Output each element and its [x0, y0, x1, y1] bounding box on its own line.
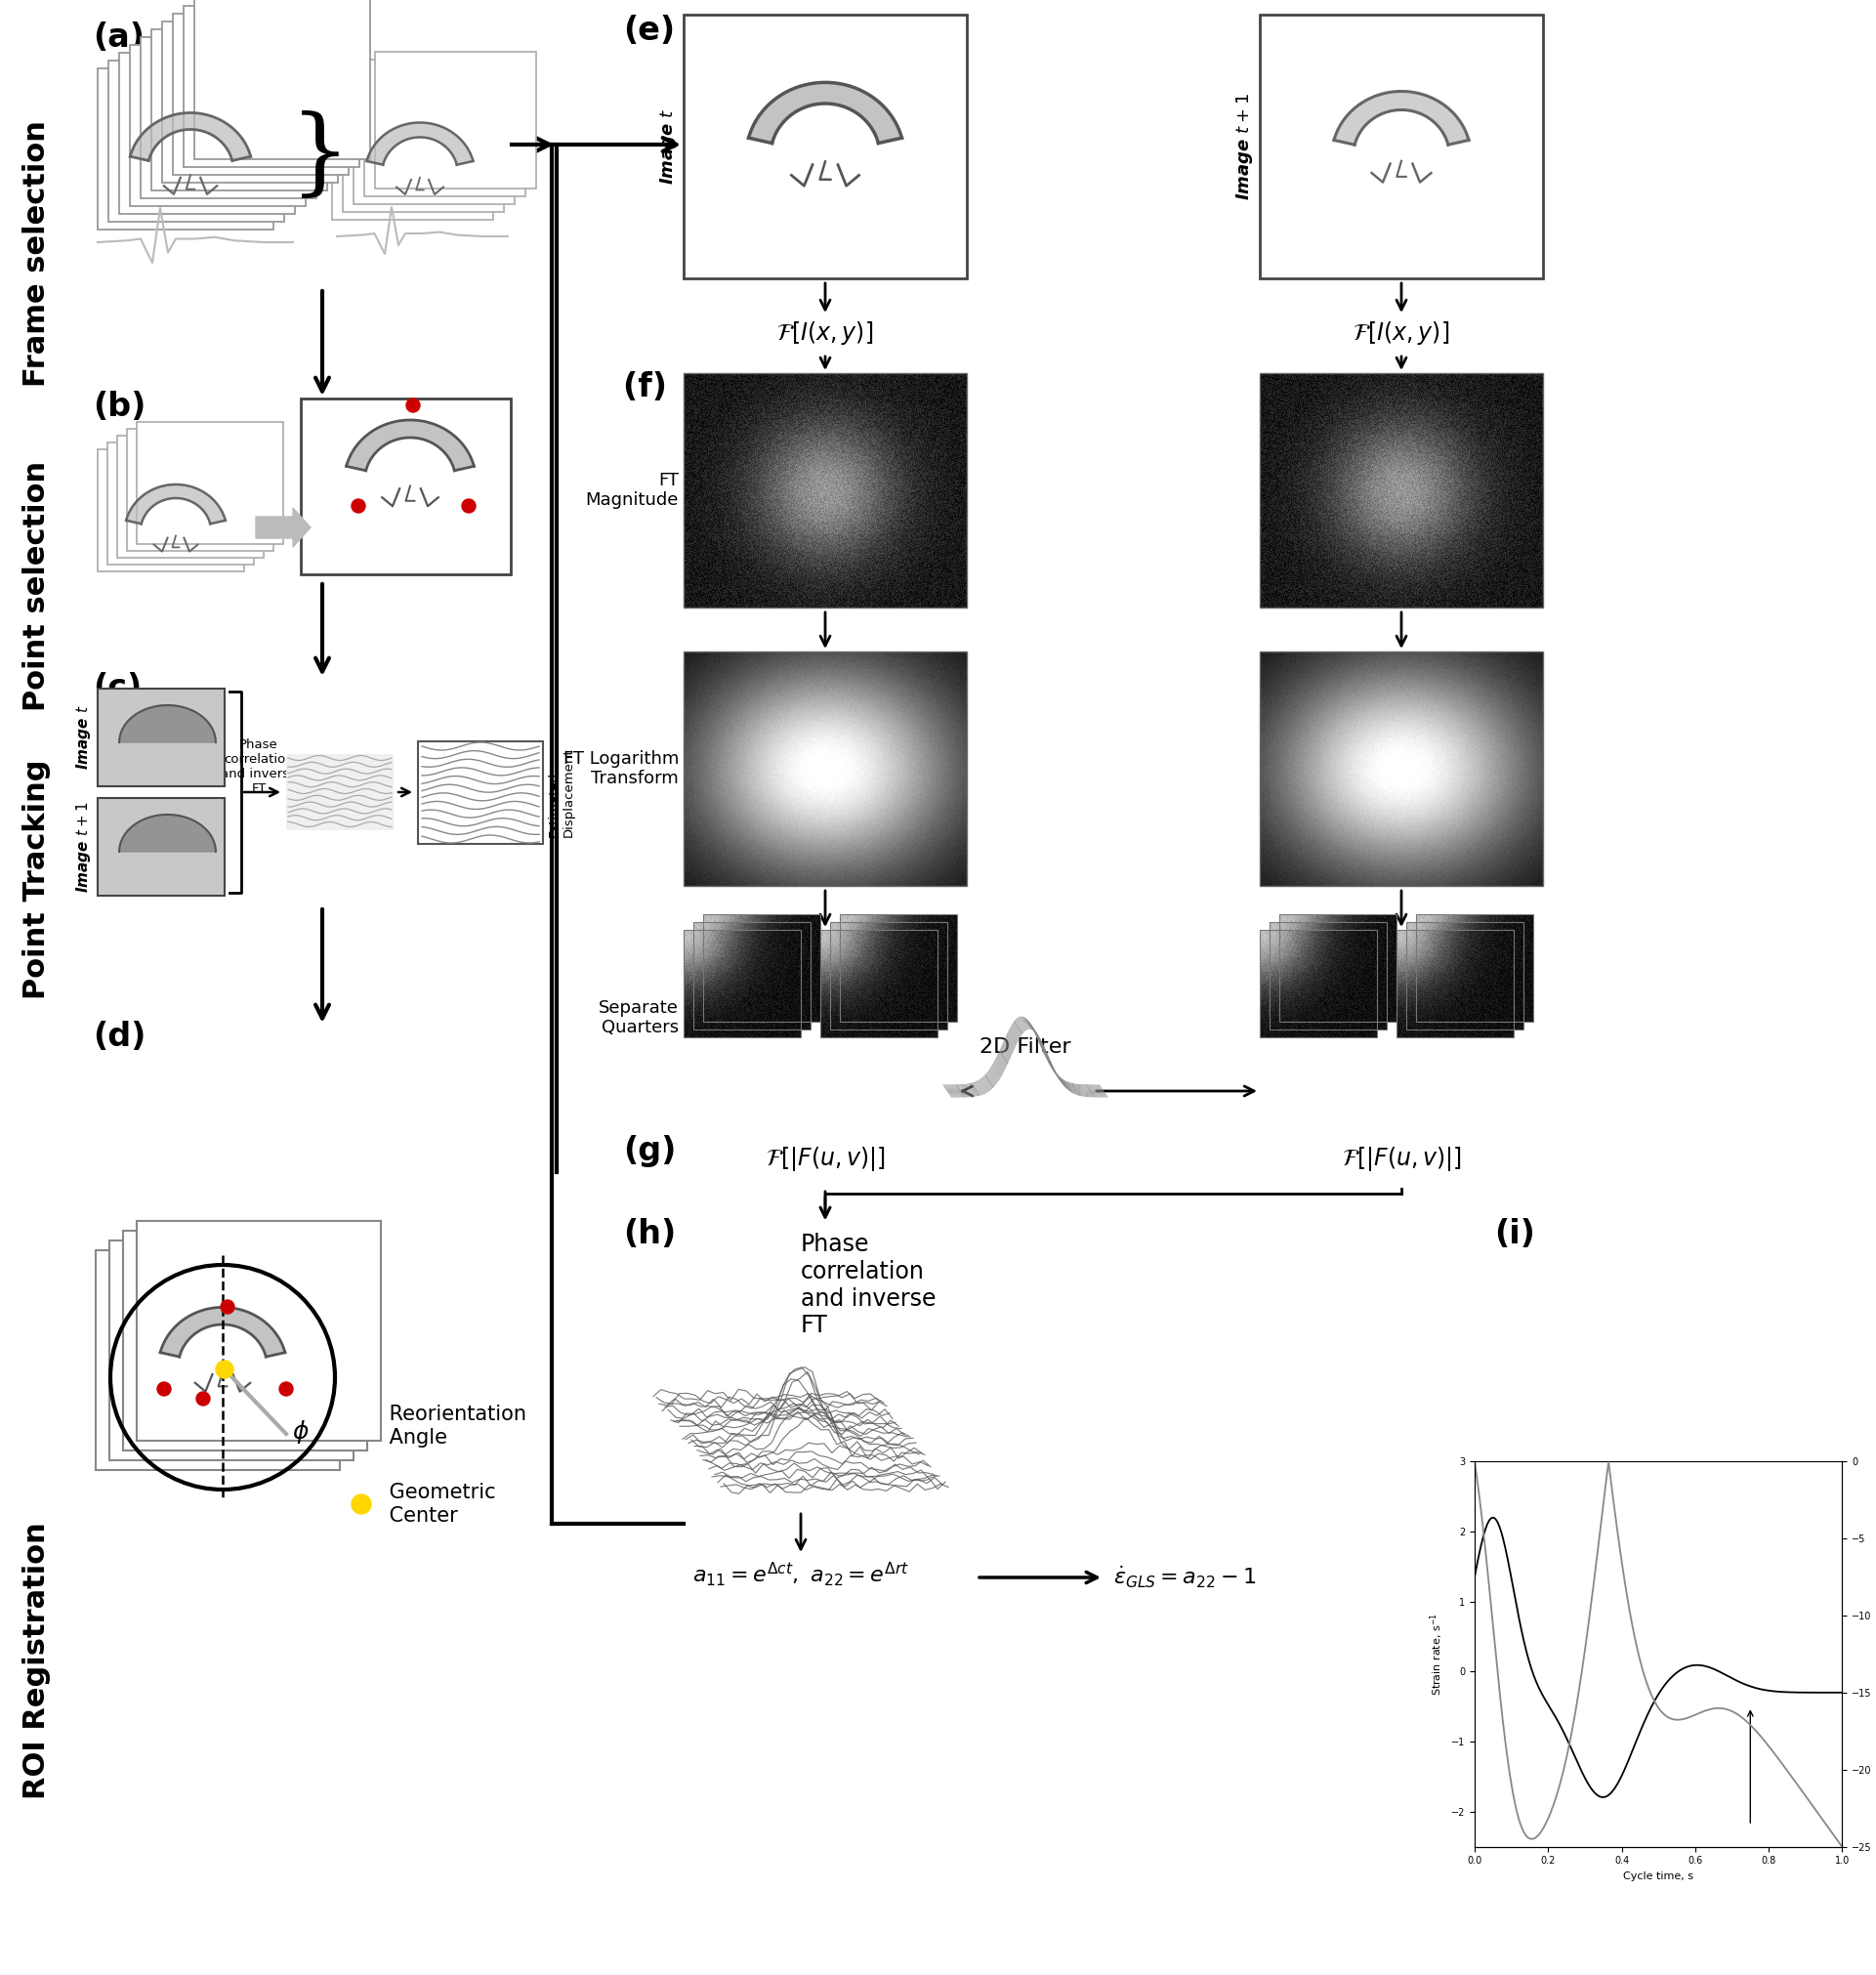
Text: Separate
Quarters: Separate Quarters [598, 999, 679, 1037]
FancyBboxPatch shape [683, 14, 966, 278]
Text: (c): (c) [92, 672, 143, 705]
FancyBboxPatch shape [107, 442, 253, 565]
FancyBboxPatch shape [364, 59, 525, 196]
Text: FT
Magnitude: FT Magnitude [585, 472, 679, 510]
Text: Image $t$: Image $t$ [658, 109, 679, 186]
FancyBboxPatch shape [128, 429, 274, 551]
Text: (d): (d) [92, 1021, 146, 1053]
FancyBboxPatch shape [120, 53, 295, 213]
Polygon shape [159, 1307, 285, 1357]
Text: (i): (i) [1493, 1219, 1535, 1250]
Text: }: } [291, 111, 351, 201]
Text: (g): (g) [623, 1136, 675, 1167]
FancyBboxPatch shape [287, 754, 394, 830]
Text: Point selection: Point selection [23, 460, 51, 711]
Circle shape [351, 500, 366, 514]
FancyBboxPatch shape [418, 741, 542, 843]
FancyBboxPatch shape [195, 0, 370, 160]
FancyBboxPatch shape [137, 1221, 381, 1440]
Text: $\mathcal{F}[I(x,y)]$: $\mathcal{F}[I(x,y)]$ [777, 320, 874, 348]
FancyBboxPatch shape [300, 399, 510, 575]
FancyBboxPatch shape [161, 22, 338, 182]
Text: $\phi$: $\phi$ [293, 1418, 310, 1446]
Text: Estimated
Displacement: Estimated Displacement [548, 747, 576, 837]
Text: $\mathcal{F}[|F(u,v)|]$: $\mathcal{F}[|F(u,v)|]$ [765, 1146, 885, 1173]
Text: Reorientation
 Angle: Reorientation Angle [383, 1404, 527, 1448]
Polygon shape [120, 814, 216, 851]
Text: (h): (h) [623, 1219, 675, 1250]
FancyArrow shape [255, 508, 311, 547]
Y-axis label: Strain rate, s$^{-1}$: Strain rate, s$^{-1}$ [1428, 1614, 1446, 1695]
FancyBboxPatch shape [116, 436, 265, 557]
FancyBboxPatch shape [109, 61, 283, 221]
FancyBboxPatch shape [109, 1240, 353, 1460]
FancyBboxPatch shape [96, 1250, 340, 1469]
FancyBboxPatch shape [129, 45, 306, 205]
Polygon shape [366, 122, 473, 164]
Circle shape [351, 1495, 371, 1515]
Text: (b): (b) [92, 391, 146, 423]
FancyBboxPatch shape [173, 14, 349, 176]
Text: $\dot{\varepsilon}_{GLS} = a_{22} - 1$: $\dot{\varepsilon}_{GLS} = a_{22} - 1$ [1112, 1564, 1257, 1590]
FancyBboxPatch shape [1261, 14, 1542, 278]
FancyBboxPatch shape [141, 38, 317, 198]
Circle shape [280, 1382, 293, 1396]
FancyBboxPatch shape [137, 423, 283, 543]
Text: $\mathcal{F}[|F(u,v)|]$: $\mathcal{F}[|F(u,v)|]$ [1341, 1146, 1461, 1173]
Text: Frame selection: Frame selection [23, 120, 51, 387]
Text: (e): (e) [623, 14, 675, 47]
FancyBboxPatch shape [98, 798, 225, 897]
Circle shape [407, 399, 420, 413]
X-axis label: Cycle time, s: Cycle time, s [1623, 1872, 1694, 1880]
Polygon shape [120, 705, 216, 743]
Text: Image $t+1$: Image $t+1$ [1234, 93, 1255, 199]
Text: $\phi$: $\phi$ [351, 1408, 371, 1444]
Polygon shape [347, 421, 475, 470]
Text: ROI Registration: ROI Registration [23, 1523, 51, 1799]
Text: (f): (f) [623, 371, 679, 403]
Text: $\mathcal{F}[I(x,y)]$: $\mathcal{F}[I(x,y)]$ [1353, 320, 1450, 348]
Polygon shape [129, 113, 251, 160]
Circle shape [158, 1382, 171, 1396]
Circle shape [197, 1392, 210, 1406]
Text: Point Tracking: Point Tracking [23, 758, 51, 999]
Circle shape [221, 1300, 234, 1313]
Text: Image $t+1$: Image $t+1$ [75, 802, 92, 893]
Text: FT Logarithm
Transform: FT Logarithm Transform [563, 750, 679, 788]
Text: 2D Filter: 2D Filter [979, 1037, 1071, 1057]
FancyBboxPatch shape [343, 75, 505, 211]
Text: (a): (a) [92, 22, 144, 53]
Polygon shape [1334, 91, 1469, 144]
Text: Phase
correlation
and inverse
FT: Phase correlation and inverse FT [801, 1232, 936, 1337]
Text: Image $t$: Image $t$ [75, 705, 92, 770]
Text: Geometric
 Center: Geometric Center [383, 1483, 495, 1525]
Polygon shape [126, 484, 225, 523]
Circle shape [461, 500, 477, 514]
FancyBboxPatch shape [98, 69, 274, 229]
FancyBboxPatch shape [375, 51, 537, 188]
FancyBboxPatch shape [353, 67, 514, 203]
FancyBboxPatch shape [98, 689, 225, 786]
Polygon shape [749, 83, 902, 142]
FancyBboxPatch shape [332, 83, 493, 219]
Text: Phase
correlation
and inverse
FT: Phase correlation and inverse FT [221, 739, 296, 796]
FancyBboxPatch shape [184, 6, 360, 168]
Circle shape [216, 1361, 233, 1379]
FancyBboxPatch shape [124, 1230, 368, 1450]
FancyBboxPatch shape [98, 448, 244, 571]
FancyBboxPatch shape [152, 30, 326, 190]
Text: $a_{11} = e^{\Delta ct},\ a_{22} = e^{\Delta rt}$: $a_{11} = e^{\Delta ct},\ a_{22} = e^{\D… [692, 1560, 910, 1588]
